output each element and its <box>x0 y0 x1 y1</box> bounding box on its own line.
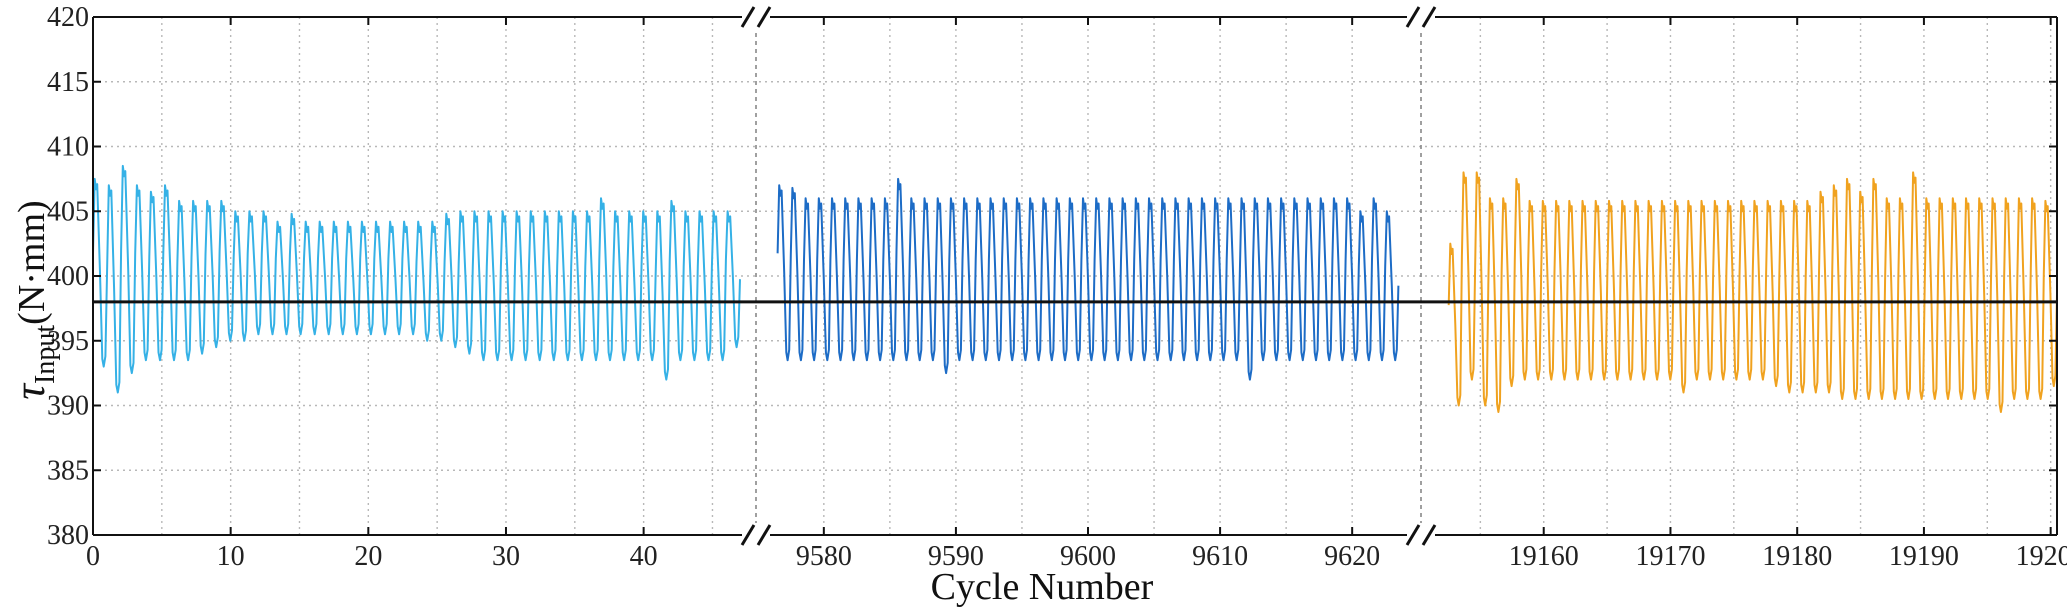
x-tick-label: 9620 <box>1324 541 1380 572</box>
x-tick-label: 0 <box>86 541 100 572</box>
y-tick-label: 395 <box>47 326 89 357</box>
x-tick-label: 19160 <box>1509 541 1579 572</box>
svg-text:τInput(N·mm): τInput(N·mm) <box>5 200 61 399</box>
x-tick-label: 19190 <box>1889 541 1959 572</box>
y-axis-title: τInput(N·mm) <box>5 200 61 399</box>
x-tick-label: 19200 <box>2016 541 2067 572</box>
x-axis-title: Cycle Number <box>931 566 1154 608</box>
x-tick-label: 9580 <box>796 541 852 572</box>
x-tick-label: 20 <box>354 541 382 572</box>
series-group <box>92 164 2058 413</box>
tick-labels: 380 385 390 395 400 405 410 415 420 0 10 20 30 40 9580… <box>47 2 2067 572</box>
axis-break-mask-top <box>742 5 770 29</box>
series-line-panel-3 <box>1447 171 2058 413</box>
axis-break-mark <box>1421 524 1437 546</box>
axis-break-mask-bottom <box>1407 523 1435 547</box>
y-tick-label: 420 <box>47 2 89 33</box>
x-tick-label: 30 <box>492 541 520 572</box>
x-tick-label: 9610 <box>1192 541 1248 572</box>
axis-break-mark <box>1405 524 1421 546</box>
axis-break-mark <box>1421 6 1437 28</box>
axis-break-mark <box>740 524 756 546</box>
y-tick-label: 390 <box>47 391 89 422</box>
y-tick-label: 415 <box>47 67 89 98</box>
axis-break-mark <box>756 524 772 546</box>
x-tick-label: 40 <box>630 541 658 572</box>
axis-break-mask-top <box>1407 5 1435 29</box>
y-axis-symbol: τ <box>5 382 54 400</box>
x-tick-label: 9600 <box>1060 541 1116 572</box>
x-tick-label: 9590 <box>928 541 984 572</box>
y-tick-label: 410 <box>47 132 89 163</box>
x-tick-label: 19180 <box>1762 541 1832 572</box>
axes-frame <box>92 5 2058 547</box>
x-tick-label: 10 <box>217 541 245 572</box>
axis-break-mark <box>756 6 772 28</box>
y-tick-label: 385 <box>47 455 89 486</box>
y-axis-subscript: Input <box>30 325 61 384</box>
y-tick-label: 405 <box>47 196 89 227</box>
y-axis-unit: (N·mm) <box>11 200 53 325</box>
series-line-panel-2 <box>776 177 1400 381</box>
series-line-panel-1 <box>92 164 741 394</box>
x-tick-label: 19170 <box>1635 541 1705 572</box>
y-tick-label: 380 <box>47 520 89 551</box>
y-tick-label: 400 <box>47 261 89 292</box>
axis-break-mark <box>740 6 756 28</box>
axis-break-mark <box>1405 6 1421 28</box>
axis-break-mask-bottom <box>742 523 770 547</box>
